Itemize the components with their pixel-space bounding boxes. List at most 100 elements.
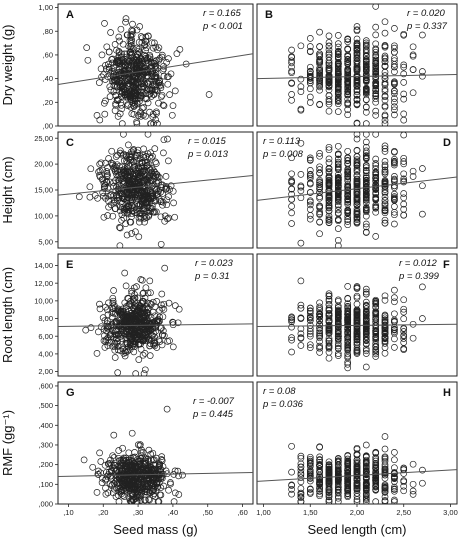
scatter-point — [105, 203, 112, 211]
scatter-point — [344, 354, 352, 361]
scatter-point — [125, 174, 133, 181]
scatter-point — [128, 95, 135, 103]
scatter-point — [116, 60, 123, 68]
scatter-point — [344, 72, 352, 79]
scatter-point — [110, 302, 118, 309]
scatter-point — [353, 183, 361, 191]
panel-g-p-value: p = 0.445 — [192, 409, 234, 420]
scatter-point — [334, 302, 342, 310]
scatter-point — [129, 457, 136, 465]
scatter-point — [136, 151, 144, 159]
scatter-point — [129, 27, 137, 35]
scatter-point — [353, 213, 361, 221]
scatter-point — [325, 306, 333, 314]
panel-c-y-axis-label: Height (cm) — [0, 156, 15, 223]
scatter-point — [381, 498, 389, 504]
scatter-point — [151, 39, 158, 47]
panel-e-p-value: p = 0.31 — [194, 271, 230, 282]
panel-a-p-value: p < 0.001 — [202, 21, 243, 32]
scatter-point — [316, 305, 323, 313]
scatter-point — [128, 36, 135, 43]
scatter-point — [113, 75, 121, 83]
scatter-point — [165, 486, 172, 494]
scatter-point — [381, 471, 389, 479]
scatter-point — [141, 176, 148, 184]
scatter-point — [136, 23, 144, 30]
scatter-point — [297, 106, 305, 114]
scatter-point — [325, 177, 333, 184]
scatter-point — [334, 216, 342, 224]
scatter-point — [118, 216, 125, 224]
scatter-point — [137, 55, 144, 62]
scatter-point — [139, 297, 147, 305]
scatter-point — [362, 223, 370, 231]
y-tick-label: 15,00 — [34, 186, 53, 195]
scatter-point — [135, 356, 143, 363]
scatter-point — [288, 54, 295, 61]
scatter-point — [362, 459, 370, 467]
scatter-point — [325, 468, 333, 476]
scatter-point — [96, 300, 103, 308]
scatter-point — [362, 88, 370, 96]
scatter-point — [133, 196, 140, 204]
scatter-point — [362, 132, 370, 138]
scatter-point — [353, 208, 361, 216]
scatter-point — [353, 456, 361, 464]
scatter-point — [381, 54, 389, 62]
scatter-point — [344, 452, 352, 459]
scatter-point — [316, 488, 323, 495]
scatter-point — [372, 62, 380, 70]
scatter-point — [316, 163, 323, 171]
panel-g-group: ,000 ,100 ,200 ,300 ,400 ,500 ,600 ,10 ,20 ,30 ,40… — [0, 381, 254, 537]
scatter-point — [400, 132, 408, 139]
panel-f-p-value: p = 0.399 — [398, 271, 440, 282]
scatter-point — [372, 178, 380, 185]
scatter-point — [325, 107, 333, 115]
scatter-point — [409, 334, 417, 342]
scatter-point — [372, 67, 380, 75]
scatter-point — [391, 326, 398, 333]
scatter-point — [344, 466, 352, 474]
panel-b-points — [288, 4, 426, 126]
scatter-point — [391, 78, 398, 86]
scatter-point — [145, 495, 153, 503]
scatter-point — [157, 93, 165, 101]
scatter-point — [135, 173, 143, 181]
scatter-point — [124, 210, 132, 218]
scatter-point — [133, 487, 141, 495]
scatter-point — [137, 276, 145, 283]
scatter-point — [120, 350, 128, 357]
scatter-point — [143, 161, 151, 169]
scatter-point — [381, 209, 389, 217]
x-tick-label: ,20 — [98, 508, 108, 517]
scatter-point — [372, 340, 380, 347]
scatter-point — [325, 182, 333, 190]
scatter-point — [344, 168, 352, 176]
scatter-point — [334, 320, 342, 328]
scatter-point — [128, 27, 136, 34]
scatter-point — [288, 57, 295, 65]
scatter-point — [111, 354, 119, 361]
scatter-point — [134, 312, 142, 320]
panel-g-letter: G — [66, 387, 75, 399]
scatter-point — [334, 461, 342, 469]
y-tick-label: ,60 — [43, 51, 53, 60]
scatter-point — [153, 298, 161, 305]
scatter-point — [344, 295, 352, 303]
scatter-point — [171, 213, 179, 221]
scatter-point — [400, 335, 408, 342]
scatter-point — [353, 292, 361, 300]
scatter-point — [391, 193, 398, 200]
scatter-point — [113, 192, 120, 200]
scatter-point — [121, 484, 129, 492]
scatter-point — [141, 496, 149, 504]
scatter-point — [362, 174, 370, 182]
scatter-point — [148, 205, 156, 212]
scatter-point — [138, 333, 146, 341]
scatter-point — [353, 451, 361, 459]
scatter-point — [163, 201, 171, 209]
scatter-point — [353, 57, 361, 65]
scatter-point — [126, 173, 134, 180]
y-tick-label: ,500 — [38, 401, 53, 410]
scatter-point — [353, 320, 361, 328]
